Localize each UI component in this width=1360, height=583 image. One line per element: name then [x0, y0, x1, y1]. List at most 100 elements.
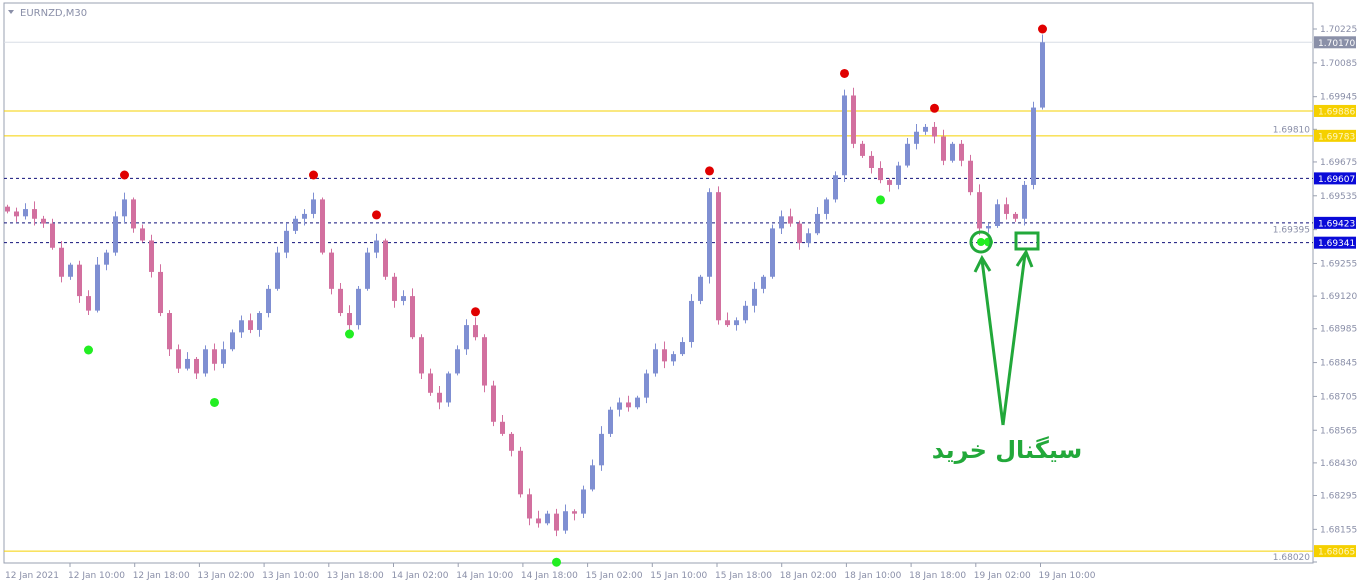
price-axis[interactable]: 1.70225 1.70085 1.69945 1.69810 1.69675 1.695… [1273, 25, 1358, 563]
time-axis[interactable]: 12 Jan 2021 12 Jan 10:00 12 Jan 18:00 13 Ja… [5, 563, 1096, 581]
time-tick-label: 13 Jan 02:00 [197, 571, 254, 581]
candle-bull [302, 213, 307, 219]
candle-bear [428, 373, 433, 393]
horizontal-lines [4, 41, 1313, 552]
line-price-tag-label: 1.69423 [1318, 219, 1355, 229]
time-tick-label: 19 Jan 10:00 [1039, 571, 1096, 581]
price-tick-label: 1.68705 [1320, 392, 1357, 402]
signal-dots [84, 24, 1047, 567]
price-tick-label: 1.68985 [1320, 325, 1357, 335]
candle-bear [419, 337, 424, 374]
candle-bull [257, 313, 262, 330]
candle-bull [905, 143, 910, 166]
candle-bear [716, 192, 721, 321]
candle-bull [743, 305, 748, 321]
time-tick-label: 15 Jan 02:00 [586, 571, 643, 581]
candle-bull [266, 288, 271, 314]
price-tags: 1.69886 1.69783 1.68065 1.69607 1.69423 1.693… [1314, 36, 1356, 558]
signal-high-dot [309, 170, 318, 180]
price-tick-label: 1.69810 [1273, 125, 1310, 135]
candle-bull [230, 332, 235, 350]
candle-bull [842, 95, 847, 176]
time-tick-label: 18 Jan 18:00 [909, 571, 966, 581]
line-price-tag [1314, 104, 1356, 117]
candle-bear [626, 402, 631, 408]
candle-bull [734, 320, 739, 326]
line-price-tag [1314, 236, 1356, 249]
candle-bear [887, 180, 892, 185]
candle-bull [986, 226, 991, 229]
price-tick-label: 1.70085 [1320, 59, 1357, 69]
candle-bull [599, 433, 604, 466]
candle-bear [1013, 213, 1018, 219]
price-tick-label: 1.68155 [1320, 525, 1357, 535]
candle-bull [203, 349, 208, 374]
candle-bear [500, 421, 505, 434]
candle-bear [491, 385, 496, 422]
candle-bear [509, 433, 514, 451]
candle-bull [545, 513, 550, 524]
candle-bear [14, 211, 19, 217]
time-tick-label: 12 Jan 18:00 [133, 571, 190, 581]
time-tick-label: 18 Jan 10:00 [844, 571, 901, 581]
candle-bull [833, 175, 838, 200]
line-price-tag [1314, 545, 1356, 558]
annotation-text: سیگنال خرید [932, 436, 1082, 464]
candle-bull [707, 192, 712, 277]
candle-bear [320, 199, 325, 253]
candle-bull [455, 349, 460, 374]
candle-bear [410, 296, 415, 338]
annotation-circle-dot [977, 238, 985, 246]
symbol-title-text: EURNZD,M30 [20, 8, 87, 19]
plot-frame [3, 2, 1314, 564]
candle-bull [122, 199, 127, 217]
candle-bull [1022, 184, 1027, 219]
signal-low-dot [552, 557, 561, 567]
candle-bear [977, 192, 982, 229]
candle-bull [23, 209, 28, 217]
price-tick-label: 1.68565 [1320, 426, 1357, 436]
candle-bull [590, 465, 595, 490]
price-tick-label: 1.69945 [1320, 93, 1357, 103]
candle-bear [329, 252, 334, 289]
candle-bull [653, 349, 658, 374]
buy-signal-annotation: سیگنال خرید [932, 230, 1082, 464]
dropdown-triangle-icon[interactable] [8, 10, 14, 14]
time-tick-label: 14 Jan 18:00 [521, 571, 578, 581]
price-tick-label: 1.69535 [1320, 192, 1357, 202]
candle-bull [761, 276, 766, 289]
candle-bear [941, 136, 946, 161]
time-tick-label: 19 Jan 02:00 [974, 571, 1031, 581]
candle-bear [851, 95, 856, 144]
candle-bull [671, 354, 676, 362]
candle-bull [113, 216, 118, 253]
candle-bull [221, 349, 226, 364]
current-price-tag-label: 1.70170 [1318, 39, 1355, 49]
candle-bear [212, 349, 217, 364]
symbol-title: EURNZD,M30 [8, 8, 87, 19]
price-tick-label: 1.69255 [1320, 259, 1357, 269]
line-price-tag-label: 1.69341 [1318, 239, 1355, 249]
candle-bear [338, 288, 343, 314]
candle-bull [365, 252, 370, 289]
candle-bear [473, 325, 478, 338]
candle-bull [608, 409, 613, 434]
price-tick-label: 1.68295 [1320, 492, 1357, 502]
candle-bear [86, 296, 91, 311]
candle-bear [140, 228, 145, 241]
candle-bull [185, 358, 190, 369]
candle-bear [482, 337, 487, 386]
candle-bear [869, 155, 874, 168]
candle-bear [968, 160, 973, 193]
candle-bull [770, 228, 775, 277]
candles [5, 34, 1045, 537]
line-price-tag-label: 1.69607 [1318, 175, 1355, 185]
time-tick-label: 14 Jan 10:00 [456, 571, 513, 581]
candle-bull [806, 233, 811, 243]
time-tick-label: 14 Jan 02:00 [392, 571, 449, 581]
candle-bear [572, 511, 577, 514]
candle-bear [527, 494, 532, 519]
current-price-tag [1314, 36, 1356, 49]
candle-bear [176, 349, 181, 369]
